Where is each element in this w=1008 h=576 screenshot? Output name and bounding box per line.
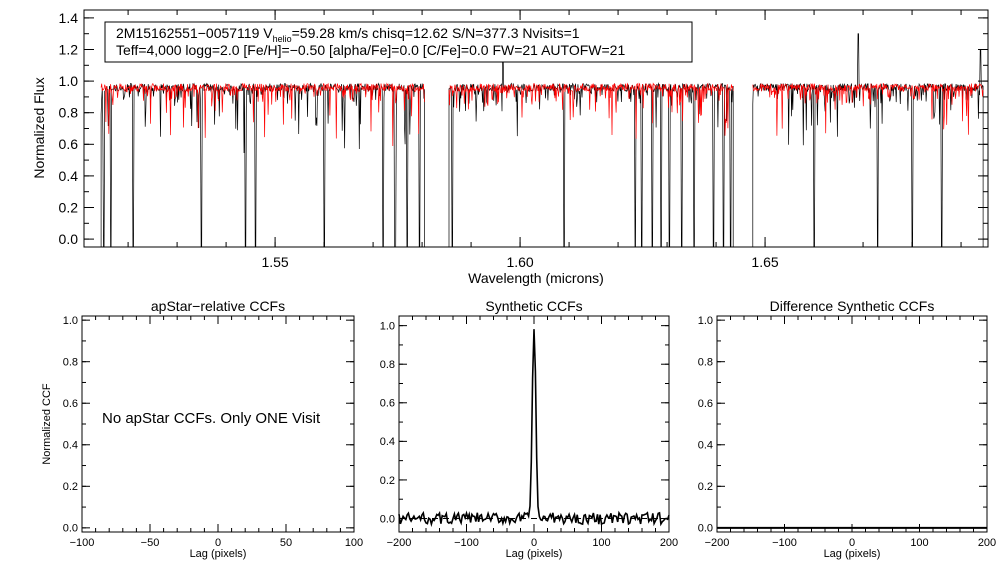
x-tick-label: 100 <box>345 537 363 549</box>
spectrum-ylabel: Normalized Flux <box>31 77 47 178</box>
x-tick-label: 0 <box>531 537 537 549</box>
y-tick-label: 0.4 <box>59 168 79 184</box>
star-id-label: 2M15162551−0057119 V <box>116 25 273 41</box>
y-tick-label: 1.0 <box>698 315 713 327</box>
x-tick-label: 1.55 <box>261 254 288 270</box>
apstar-ccf-xlabel: Lag (pixels) <box>190 548 247 560</box>
y-tick-label: 0.8 <box>380 359 395 371</box>
x-tick-label: 50 <box>280 537 292 549</box>
y-tick-label: 0.0 <box>59 231 79 247</box>
spectrum-header-line-2: Teff=4,000 logg=2.0 [Fe/H]=−0.50 [alpha/… <box>116 42 625 58</box>
y-tick-label: 1.4 <box>59 10 79 26</box>
x-tick-label: 0 <box>215 537 221 549</box>
apstar-ccf-ylabel: Normalized CCF <box>41 383 53 465</box>
spectrum-panel: 1.55 1.60 1.65 0.0 0.2 0.4 0.6 0.8 1.0 1.2 1.4 2M1… <box>31 9 989 286</box>
spectrum-ticks: 1.55 1.60 1.65 0.0 0.2 0.4 0.6 0.8 1.0 1.2 1.4 <box>59 10 988 270</box>
apstar-ccf-ticks: −100 −50 0 50 100 0.0 0.2 0.4 0.6 0.8 1.0 <box>63 315 363 549</box>
x-tick-label: 100 <box>910 537 928 549</box>
x-tick-label: −200 <box>387 537 412 549</box>
x-tick-label: 1.65 <box>751 254 778 270</box>
y-tick-label: 0.2 <box>59 199 79 215</box>
difference-ccf-xlabel: Lag (pixels) <box>824 548 881 560</box>
apstar-ccf-annotation: No apStar CCFs. Only ONE Visit <box>102 410 321 427</box>
apstar-ccf-title: apStar−relative CCFs <box>151 298 285 314</box>
y-tick-label: 0.8 <box>63 357 78 369</box>
helio-subscript: helio <box>273 34 292 44</box>
y-tick-label: 0.8 <box>59 105 79 121</box>
y-tick-label: 0.0 <box>380 513 395 525</box>
x-tick-label: −50 <box>141 537 160 549</box>
difference-ccf-title: Difference Synthetic CCFs <box>770 298 935 314</box>
y-tick-label: 0.4 <box>380 436 395 448</box>
y-tick-label: 1.0 <box>63 315 78 327</box>
y-tick-label: 0.2 <box>380 475 395 487</box>
y-tick-label: 1.2 <box>59 41 79 57</box>
synthetic-ccf-panel: Synthetic CCFs −200 −100 0 100 200 0.0 0.2 0.4 0… <box>380 298 678 560</box>
difference-ccf-frame <box>716 315 988 533</box>
synthetic-ccf-xlabel: Lag (pixels) <box>506 548 563 560</box>
x-tick-label: −200 <box>705 537 730 549</box>
y-tick-label: 0.2 <box>698 481 713 493</box>
apstar-ccf-panel: apStar−relative CCFs −100 −50 0 50 100 0.0 0.2… <box>41 298 363 560</box>
difference-ccf-panel: Difference Synthetic CCFs −200 −100 0 100 20… <box>698 298 996 560</box>
y-tick-label: 0.4 <box>698 440 713 452</box>
y-tick-label: 0.4 <box>63 440 78 452</box>
x-tick-label: 100 <box>592 537 610 549</box>
y-tick-label: 0.6 <box>698 398 713 410</box>
x-tick-label: 200 <box>978 537 996 549</box>
x-tick-label: −100 <box>454 537 479 549</box>
synthetic-ccf-curve <box>398 329 670 528</box>
spectrum-header-line-1: 2M15162551−0057119 Vhelio=59.28 km/s chi… <box>116 25 580 44</box>
spectrum-observed-line <box>100 33 984 248</box>
spectrum-info-box <box>104 21 693 63</box>
y-tick-label: 1.0 <box>59 73 79 89</box>
x-tick-label: 200 <box>660 537 678 549</box>
y-tick-label: 1.0 <box>380 320 395 332</box>
y-tick-label: 0.8 <box>698 357 713 369</box>
spectrum-model-line <box>100 82 984 147</box>
y-tick-label: 0.2 <box>63 481 78 493</box>
x-tick-label: 0 <box>849 537 855 549</box>
x-tick-label: −100 <box>772 537 797 549</box>
spectrum-curves <box>100 33 984 248</box>
spectrum-xlabel: Wavelength (microns) <box>468 270 604 286</box>
y-tick-label: 0.0 <box>698 523 713 535</box>
x-tick-label: −100 <box>70 537 95 549</box>
difference-ccf-ticks: −200 −100 0 100 200 0.0 0.2 0.4 0.6 0.8 1.0 <box>698 315 996 549</box>
synthetic-ccf-ticks: −200 −100 0 100 200 0.0 0.2 0.4 0.6 0.8 1.0 <box>380 316 678 549</box>
y-tick-label: 0.0 <box>63 523 78 535</box>
y-tick-label: 0.6 <box>59 136 79 152</box>
y-tick-label: 0.6 <box>63 398 78 410</box>
y-tick-label: 0.6 <box>380 398 395 410</box>
x-tick-label: 1.60 <box>506 254 533 270</box>
synthetic-ccf-title: Synthetic CCFs <box>485 298 582 314</box>
header-stats: =59.28 km/s chisq=12.62 S/N=377.3 Nvisit… <box>292 25 580 41</box>
